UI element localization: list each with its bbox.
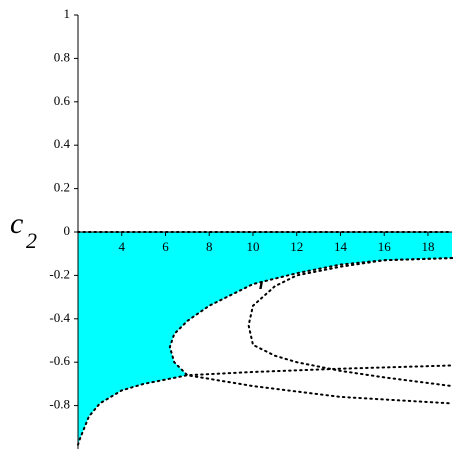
x-tick-label: 14	[334, 239, 348, 254]
y-tick-label: -0.8	[49, 397, 70, 412]
x-tick-label: 10	[246, 239, 259, 254]
y-tick-label: -0.2	[49, 266, 70, 281]
y-axis-label: c	[10, 207, 23, 240]
x-tick-label: 6	[162, 239, 169, 254]
y-tick-label: 1	[64, 6, 71, 21]
dotted-curve	[77, 364, 453, 446]
y-tick-label: 0.4	[54, 136, 71, 151]
x-tick-label: 4	[118, 239, 125, 254]
x-tick-label: 16	[378, 239, 392, 254]
dotted-curve	[168, 257, 453, 405]
y-axis-label-subscript: 2	[26, 228, 37, 253]
x-tick-label: 12	[290, 239, 303, 254]
y-tick-label: -0.6	[49, 353, 70, 368]
y-tick-label: 0	[64, 223, 71, 238]
y-tick-label: 0.8	[54, 49, 70, 64]
y-tick-label: 0.2	[54, 180, 70, 195]
x-tick-label: 8	[206, 239, 213, 254]
shaded-region	[78, 232, 452, 445]
x-tick-label: 18	[421, 239, 434, 254]
y-tick-label: 0.6	[54, 93, 71, 108]
dotted-curve	[247, 257, 453, 388]
y-tick-label: -0.4	[49, 310, 70, 325]
